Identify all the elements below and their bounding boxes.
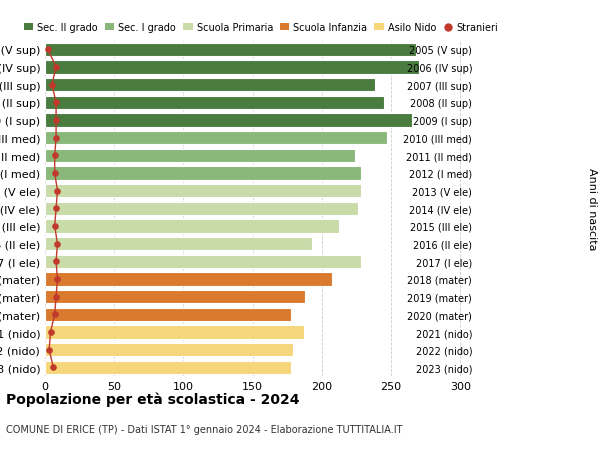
Point [49,364,58,371]
Point [50,170,59,177]
Text: Anni di nascita: Anni di nascita [587,168,597,250]
Bar [45,220,338,233]
Bar [45,202,358,215]
Bar [45,308,292,321]
Bar [45,185,361,198]
Point [43,46,53,54]
Bar [45,361,292,374]
Point [51,293,61,301]
Point [51,117,61,124]
Bar [45,326,304,339]
Bar [45,96,384,110]
Point [50,152,59,160]
Bar [45,149,355,162]
Bar [45,273,332,286]
Text: Popolazione per età scolastica - 2024: Popolazione per età scolastica - 2024 [6,392,299,406]
Point [53,241,62,248]
Point [46,329,55,336]
Point [53,276,62,283]
Bar [45,343,293,357]
Point [51,64,61,72]
Point [44,346,54,353]
Point [50,223,59,230]
Bar [45,79,374,92]
Text: COMUNE DI ERICE (TP) - Dati ISTAT 1° gennaio 2024 - Elaborazione TUTTITALIA.IT: COMUNE DI ERICE (TP) - Dati ISTAT 1° gen… [6,424,403,434]
Point [51,258,61,265]
Point [53,188,62,195]
Point [51,205,61,213]
Bar [45,44,416,57]
Bar [45,61,419,74]
Point [47,82,57,89]
Legend: Sec. II grado, Sec. I grado, Scuola Primaria, Scuola Infanzia, Asilo Nido, Stran: Sec. II grado, Sec. I grado, Scuola Prim… [24,23,498,33]
Bar [45,114,412,127]
Bar [45,167,361,180]
Point [51,99,61,106]
Bar [45,255,361,269]
Bar [45,291,305,304]
Bar [45,237,312,251]
Point [50,311,59,319]
Point [51,134,61,142]
Bar [45,132,387,145]
